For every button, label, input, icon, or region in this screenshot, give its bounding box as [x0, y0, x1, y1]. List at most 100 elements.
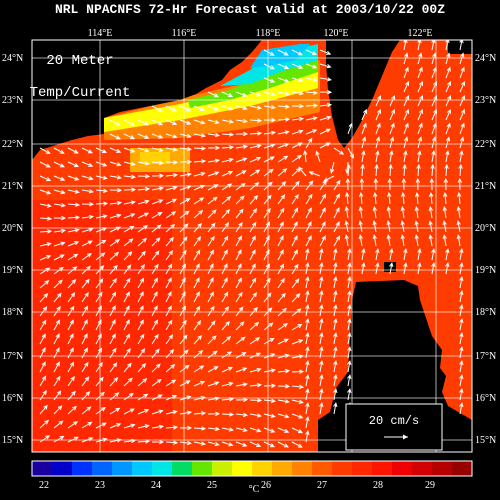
- current-vector: [263, 427, 275, 433]
- current-vector-head: [460, 80, 465, 86]
- lat-label-left: 17°N: [2, 351, 23, 362]
- current-vector-head: [196, 320, 202, 326]
- current-vector-head: [251, 235, 256, 241]
- current-vector: [319, 389, 323, 401]
- current-vector-head: [428, 234, 433, 240]
- current-vector-head: [319, 388, 324, 394]
- current-vector-head: [242, 367, 248, 372]
- current-vector: [95, 319, 102, 331]
- lon-label: 116°E: [172, 28, 197, 39]
- current-vector: [207, 184, 218, 191]
- current-vector-head: [319, 374, 324, 380]
- colorbar-swatch: [272, 461, 293, 476]
- current-vector: [39, 280, 49, 289]
- current-vector: [263, 249, 270, 261]
- current-vector: [443, 235, 447, 247]
- current-vector-head: [347, 304, 352, 310]
- current-vector-head: [456, 205, 462, 212]
- current-vector: [123, 213, 135, 219]
- current-vector: [109, 278, 117, 289]
- current-vector: [319, 403, 323, 415]
- current-vector-head: [127, 251, 133, 256]
- current-vector-head: [144, 409, 150, 414]
- current-vector-head: [239, 208, 244, 214]
- colorbar-swatch: [352, 461, 373, 476]
- current-vector-head: [129, 408, 135, 413]
- current-vector-head: [153, 305, 158, 311]
- current-vector: [373, 235, 377, 247]
- current-vector-head: [251, 249, 256, 255]
- current-vector-head: [417, 40, 422, 44]
- current-vector-head: [228, 171, 234, 176]
- current-vector-head: [446, 52, 451, 58]
- current-vector-head: [88, 214, 95, 220]
- current-vector: [81, 216, 93, 219]
- current-vector: [305, 194, 313, 205]
- current-vector: [403, 81, 409, 93]
- current-vector: [221, 222, 229, 233]
- current-vector-head: [181, 305, 186, 311]
- current-vector-head: [281, 292, 286, 298]
- current-vector: [207, 209, 217, 219]
- current-vector-head: [446, 80, 451, 86]
- current-vector: [81, 362, 89, 373]
- lon-label: 114°E: [88, 28, 113, 39]
- current-vector-head: [229, 412, 235, 417]
- current-vector: [415, 235, 419, 247]
- current-vector: [81, 333, 88, 345]
- current-vector: [277, 49, 289, 56]
- current-vector-head: [321, 207, 326, 213]
- current-vector: [263, 307, 272, 317]
- current-vector: [193, 250, 201, 261]
- ocean-field-west: [32, 200, 172, 452]
- current-vector-head: [69, 319, 74, 325]
- colorbar-swatch: [152, 461, 173, 476]
- current-vector: [459, 333, 463, 345]
- current-vector-head: [417, 262, 422, 268]
- current-vector: [333, 319, 337, 331]
- current-vector-head: [418, 66, 423, 72]
- current-vector-head: [333, 346, 338, 352]
- current-vector-head: [102, 175, 108, 180]
- current-vector-head: [84, 376, 90, 382]
- lat-label-left: 22°N: [2, 139, 23, 150]
- current-vector-head: [305, 402, 310, 408]
- current-vector-head: [111, 291, 117, 297]
- current-vector: [95, 189, 107, 192]
- current-vector-head: [375, 248, 380, 254]
- current-vector: [193, 236, 201, 247]
- current-vector-head: [239, 321, 245, 327]
- current-vector-head: [43, 293, 49, 298]
- current-vector: [459, 123, 465, 135]
- current-vector: [431, 81, 437, 93]
- current-vector-head: [73, 149, 79, 154]
- current-vector-head: [157, 107, 163, 112]
- current-vector-head: [459, 360, 464, 366]
- current-vector: [361, 164, 364, 177]
- current-vector: [151, 363, 161, 373]
- current-vector: [305, 291, 309, 303]
- current-vector-head: [296, 308, 302, 313]
- current-vector-head: [321, 221, 326, 227]
- current-vector-head: [390, 108, 395, 114]
- current-vector: [151, 278, 158, 289]
- colorbar-swatch: [212, 461, 233, 476]
- current-vector: [403, 40, 407, 51]
- current-vector: [221, 351, 232, 359]
- current-vector-head: [386, 205, 392, 212]
- current-vector: [277, 168, 287, 177]
- current-vector-head: [196, 236, 201, 242]
- current-vector-head: [186, 410, 193, 415]
- current-vector-head: [181, 277, 186, 283]
- current-vector-head: [44, 419, 49, 425]
- current-vector-head: [227, 183, 233, 188]
- current-vector-head: [201, 146, 207, 151]
- current-vector: [123, 161, 135, 166]
- current-vector: [277, 338, 289, 345]
- current-vector-head: [168, 319, 173, 325]
- current-vector: [333, 347, 337, 359]
- current-vector: [277, 441, 289, 448]
- current-vector: [53, 147, 64, 154]
- current-vector-head: [115, 226, 121, 231]
- current-vector-head: [268, 322, 274, 328]
